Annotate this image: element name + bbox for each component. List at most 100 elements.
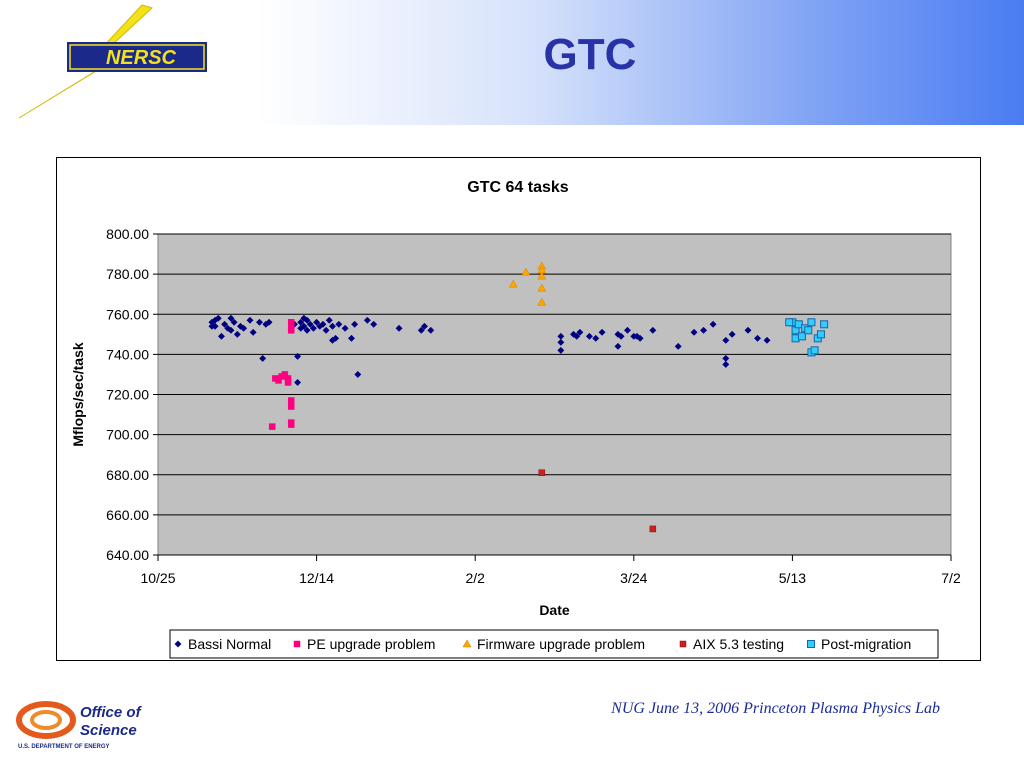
point-bassi-normal <box>246 316 254 324</box>
y-axis-title: Mflops/sec/task <box>70 342 86 446</box>
point-pe-upgrade-problem <box>268 423 276 430</box>
point-firmware-upgrade-problem <box>537 297 547 306</box>
point-bassi-normal <box>217 332 225 340</box>
point-bassi-normal <box>557 332 565 340</box>
point-bassi-normal <box>214 314 222 322</box>
chart-frame: GTC 64 tasks 640.00 660.00 680.00 700.00 720.… <box>56 157 981 661</box>
point-bassi-normal <box>649 326 657 334</box>
y-tick-label: 760.00 <box>106 306 149 322</box>
y-tick-label: 680.00 <box>106 467 149 483</box>
logo-ring-outer <box>16 701 76 739</box>
point-post-migration <box>816 330 825 339</box>
point-bassi-normal <box>592 334 600 342</box>
point-bassi-normal <box>265 318 273 326</box>
point-firmware-upgrade-problem <box>521 267 531 276</box>
legend-label: Firmware upgrade problem <box>477 636 645 652</box>
point-bassi-normal <box>319 320 327 328</box>
y-tick-label: 660.00 <box>106 507 149 523</box>
point-post-migration <box>804 326 813 335</box>
point-firmware-upgrade-problem <box>537 271 547 280</box>
point-bassi-normal <box>744 326 752 334</box>
point-bassi-normal <box>636 334 644 342</box>
legend-marker <box>679 640 687 648</box>
slide-header: NERSC GTC <box>0 0 1024 125</box>
point-bassi-normal <box>297 318 305 326</box>
point-bassi-normal <box>255 318 264 326</box>
point-pe-upgrade-problem <box>287 403 295 410</box>
legend-marker <box>462 639 472 648</box>
y-tick-label: 800.00 <box>106 226 149 242</box>
point-bassi-normal <box>420 322 429 330</box>
point-bassi-normal <box>240 324 248 332</box>
logo-line1: Office of <box>80 704 143 721</box>
point-bassi-normal <box>322 326 330 334</box>
point-bassi-normal <box>306 320 314 328</box>
point-bassi-normal <box>722 360 730 368</box>
point-bassi-normal <box>294 378 302 387</box>
point-aix-5-3-testing <box>649 525 657 533</box>
point-bassi-normal <box>325 316 333 324</box>
y-tick-label: 720.00 <box>106 387 149 403</box>
point-bassi-normal <box>354 370 362 378</box>
point-bassi-normal <box>313 318 321 326</box>
point-pe-upgrade-problem <box>284 375 292 382</box>
slide-title: GTC <box>543 30 637 79</box>
point-bassi-normal <box>557 338 565 346</box>
point-bassi-normal <box>417 326 425 334</box>
point-bassi-normal <box>332 334 340 342</box>
point-bassi-normal <box>351 320 359 328</box>
point-bassi-normal <box>303 326 311 334</box>
point-bassi-normal <box>300 322 308 330</box>
point-bassi-normal <box>395 324 403 332</box>
point-bassi-normal <box>221 320 229 328</box>
legend-label: AIX 5.3 testing <box>693 636 784 652</box>
point-post-migration <box>794 320 803 329</box>
point-post-migration <box>807 318 816 327</box>
slide-footer: NUG June 13, 2006 Princeton Plasma Physi… <box>611 700 940 717</box>
point-bassi-normal <box>709 320 717 328</box>
point-bassi-normal <box>557 346 565 354</box>
y-tick-label: 780.00 <box>106 266 149 282</box>
point-bassi-normal <box>614 342 622 350</box>
point-bassi-normal <box>328 322 337 330</box>
point-post-migration <box>810 346 819 355</box>
point-post-migration <box>785 318 794 327</box>
nersc-logo: NERSC <box>18 4 207 119</box>
legend-label: Bassi Normal <box>188 636 271 652</box>
x-axis-title: Date <box>539 602 570 618</box>
logo-line2: Science <box>80 722 137 739</box>
office-of-science-logo: Office of Science U.S. DEPARTMENT OF ENE… <box>16 701 143 750</box>
point-bassi-normal <box>294 352 302 360</box>
legend-marker <box>807 640 815 648</box>
point-firmware-upgrade-problem <box>537 283 547 292</box>
point-bassi-normal <box>335 320 343 328</box>
point-bassi-normal <box>763 336 771 344</box>
x-tick-label: 2/2 <box>465 570 485 586</box>
point-pe-upgrade-problem <box>287 421 295 428</box>
point-bassi-normal <box>347 334 356 342</box>
x-tick-label: 10/25 <box>140 570 175 586</box>
legend-marker <box>174 640 182 648</box>
point-bassi-normal <box>363 316 371 324</box>
chart-title: GTC 64 tasks <box>467 179 568 196</box>
nersc-logo-text: NERSC <box>106 47 177 69</box>
legend-label: Post-migration <box>821 636 911 652</box>
point-bassi-normal <box>249 328 257 336</box>
y-tick-label: 740.00 <box>106 346 149 362</box>
point-bassi-normal <box>573 332 581 340</box>
point-bassi-normal <box>309 324 317 332</box>
point-post-migration <box>797 332 806 341</box>
point-post-migration <box>820 320 829 329</box>
point-bassi-normal <box>674 342 682 350</box>
x-tick-label: 7/2 <box>941 570 961 586</box>
point-bassi-normal <box>576 328 584 336</box>
point-bassi-normal <box>753 334 762 342</box>
point-aix-5-3-testing <box>538 469 546 476</box>
x-tick-label: 12/14 <box>299 570 334 586</box>
point-bassi-normal <box>427 326 435 334</box>
point-pe-upgrade-problem <box>287 397 295 404</box>
point-bassi-normal <box>623 326 632 334</box>
point-bassi-normal <box>614 330 622 338</box>
logo-subtitle: U.S. DEPARTMENT OF ENERGY <box>18 744 110 750</box>
chart: GTC 64 tasks 640.00 660.00 680.00 700.00 720.… <box>70 179 961 659</box>
